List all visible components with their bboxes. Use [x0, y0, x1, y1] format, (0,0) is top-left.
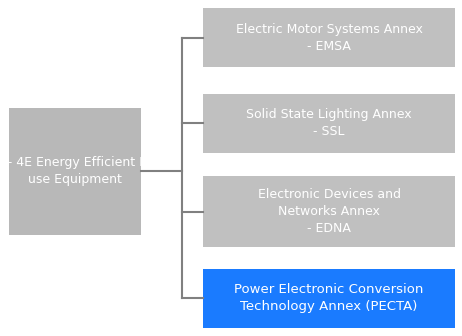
FancyBboxPatch shape: [9, 108, 141, 235]
Text: Power Electronic Conversion
Technology Annex (PECTA): Power Electronic Conversion Technology A…: [235, 283, 424, 313]
FancyBboxPatch shape: [203, 269, 455, 328]
FancyBboxPatch shape: [203, 8, 455, 67]
FancyBboxPatch shape: [203, 94, 455, 153]
Text: Solid State Lighting Annex
- SSL: Solid State Lighting Annex - SSL: [246, 109, 412, 138]
Text: IEA – 4E Energy Efficient End-
use Equipment: IEA – 4E Energy Efficient End- use Equip…: [0, 156, 168, 186]
Text: Electric Motor Systems Annex
- EMSA: Electric Motor Systems Annex - EMSA: [236, 23, 423, 53]
FancyBboxPatch shape: [203, 176, 455, 247]
Text: Electronic Devices and
Networks Annex
- EDNA: Electronic Devices and Networks Annex - …: [258, 188, 401, 235]
